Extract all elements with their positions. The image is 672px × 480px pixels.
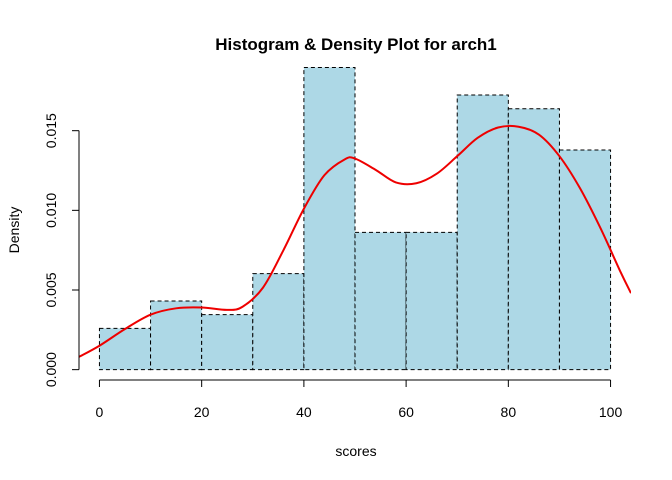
y-axis-label: Density	[6, 207, 22, 254]
histogram-bars	[98, 66, 612, 371]
x-tick-label-5: 100	[599, 404, 623, 420]
y-tick-label-1: 0.005	[43, 272, 59, 307]
y-tick-label-3: 0.015	[43, 113, 59, 148]
histogram-bar-7	[456, 94, 509, 371]
x-tick-label-1: 20	[194, 404, 210, 420]
histogram-bar-9	[558, 149, 612, 371]
x-axis: 0 20 40 60 80 100	[96, 379, 623, 420]
x-tick-label-2: 40	[296, 404, 312, 420]
density-curve	[79, 124, 631, 358]
x-tick-label-3: 60	[398, 404, 414, 420]
histogram-bar-4	[303, 66, 356, 371]
x-axis-label: scores	[335, 443, 376, 459]
x-tick-label-4: 80	[501, 404, 517, 420]
histogram-bar-6	[405, 231, 458, 371]
y-tick-label-2: 0.010	[43, 193, 59, 228]
x-tick-label-0: 0	[96, 404, 104, 420]
y-tick-label-0: 0.000	[43, 352, 59, 387]
chart-title: Histogram & Density Plot for arch1	[215, 35, 497, 54]
histogram-bar-2	[201, 314, 254, 371]
histogram-bar-0	[98, 327, 152, 371]
density-curve-layer	[79, 124, 631, 358]
histogram-bar-5	[354, 231, 407, 371]
histogram-bar-3	[252, 273, 305, 371]
histogram-bar-8	[507, 108, 560, 371]
y-axis: 0.000 0.005 0.010 0.015	[43, 113, 80, 387]
